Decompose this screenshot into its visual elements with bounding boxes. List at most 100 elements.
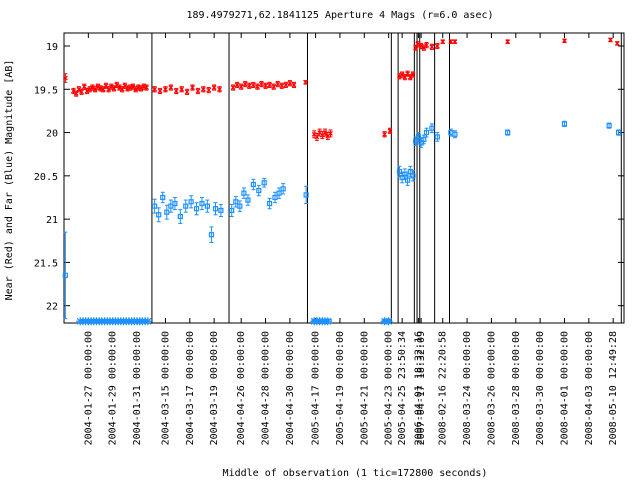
square-marker: [212, 206, 219, 212]
red-point: [184, 88, 190, 95]
y-axis-label: Near (Red) and Far (Blue) Magnitude [AB]: [4, 60, 15, 301]
x-tick-label: 2004-01-31 00:00:00: [132, 331, 143, 445]
red-point: [195, 87, 201, 95]
red-point: [505, 39, 511, 45]
x-marker: [246, 83, 252, 89]
asterisk-marker: [384, 317, 393, 326]
square-marker: [177, 213, 183, 220]
x-marker: [195, 88, 201, 94]
red-point: [250, 81, 256, 89]
red-point: [242, 80, 248, 88]
x-marker: [200, 86, 206, 92]
red-point: [238, 83, 244, 90]
square-marker: [280, 186, 286, 192]
x-tick-label: 2004-03-19 00:00:00: [209, 331, 220, 445]
x-marker: [424, 42, 429, 48]
red-point: [173, 87, 179, 95]
x-marker: [287, 80, 293, 86]
square-marker: [404, 177, 411, 183]
square-marker: [606, 123, 612, 129]
red-point: [200, 86, 206, 93]
x-marker: [328, 130, 333, 136]
red-point: [267, 81, 273, 89]
blue-point: [303, 185, 309, 205]
blue-point: [452, 130, 458, 139]
y-tick-label: 19.5: [34, 85, 58, 96]
square-marker: [615, 129, 622, 136]
x-tick-label: 2005-04-23 00:00:00: [384, 331, 395, 445]
red-point: [255, 83, 260, 90]
square-marker: [208, 232, 215, 238]
x-marker: [62, 75, 68, 81]
y-axis-ticks: 19 19.5 20 20.5 21 21.5 22: [34, 42, 624, 313]
red-point: [410, 71, 416, 78]
blue-point: [276, 187, 282, 199]
red-point: [440, 39, 446, 45]
x-marker: [242, 81, 248, 87]
red-point: [608, 37, 613, 43]
x-marker: [234, 82, 240, 88]
x-marker: [440, 39, 446, 45]
square-marker: [267, 200, 273, 207]
x-marker: [267, 82, 273, 88]
red-point: [434, 42, 440, 50]
x-marker: [255, 84, 260, 90]
red-point: [399, 71, 405, 78]
plot-frame: [63, 32, 625, 324]
red-point: [311, 130, 317, 139]
blue-point: [380, 317, 389, 326]
square-marker: [204, 203, 210, 209]
x-marker: [179, 86, 185, 92]
square-marker: [396, 168, 403, 175]
red-point: [424, 42, 429, 49]
square-marker: [418, 140, 424, 146]
red-point: [283, 81, 289, 89]
blue-point: [218, 203, 224, 218]
red-point: [122, 82, 128, 89]
blue-point: [434, 132, 440, 142]
blue-point: [172, 196, 178, 211]
blue-point: [168, 199, 174, 213]
square-marker: [399, 174, 405, 181]
square-marker: [276, 190, 282, 196]
x-tick-label: 2008-03-30 00:00:00: [535, 331, 546, 445]
asterisk-marker: [323, 317, 332, 326]
blue-point: [407, 165, 413, 178]
x-marker: [434, 43, 440, 49]
x-tick-label: 2004-01-27 00:00:00: [83, 331, 94, 445]
square-marker: [421, 136, 427, 143]
blue-point: [212, 202, 219, 216]
blue-point: [188, 195, 194, 209]
red-point: [179, 86, 185, 93]
blue-point: [229, 203, 235, 218]
x-marker: [410, 72, 416, 77]
blue-point: [402, 168, 408, 180]
blue-point: [204, 199, 210, 213]
red-point: [234, 81, 240, 89]
x-marker: [562, 38, 567, 44]
square-marker: [261, 180, 267, 186]
red-point: [429, 43, 435, 50]
square-marker: [172, 200, 178, 207]
blue-point: [160, 191, 166, 204]
square-marker: [452, 131, 458, 137]
x-marker: [303, 79, 309, 85]
square-marker: [152, 203, 158, 209]
x-tick-label: 2008-04-03 00:00:00: [584, 331, 595, 445]
red-point: [117, 84, 122, 91]
square-marker: [164, 209, 170, 215]
square-marker: [62, 272, 68, 278]
x-marker: [157, 88, 163, 94]
blue-point: [418, 138, 424, 148]
x-marker: [184, 89, 190, 95]
data-points: [62, 37, 622, 326]
x-tick-label: 2005-04-17 00:00:00: [311, 331, 322, 445]
red-point: [190, 84, 195, 91]
square-marker: [434, 134, 440, 140]
blue-point: [156, 207, 162, 223]
square-marker: [423, 129, 430, 136]
red-point: [127, 84, 133, 91]
x-marker: [259, 81, 264, 87]
blue-point: [193, 202, 200, 216]
blue-point: [423, 127, 430, 138]
